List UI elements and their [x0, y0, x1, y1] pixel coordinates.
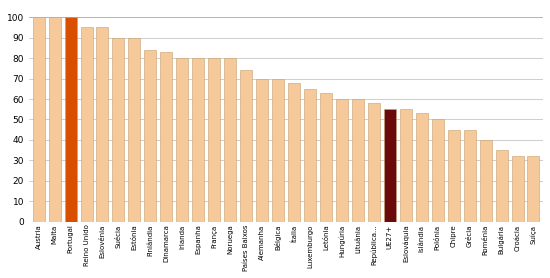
- Bar: [527, 156, 540, 222]
- Bar: [400, 109, 412, 222]
- Bar: [336, 99, 348, 222]
- Bar: [480, 140, 492, 222]
- Bar: [128, 38, 140, 222]
- Bar: [32, 17, 45, 222]
- Bar: [368, 103, 380, 222]
- Bar: [112, 38, 124, 222]
- Bar: [256, 79, 268, 222]
- Bar: [208, 58, 220, 222]
- Bar: [304, 89, 316, 222]
- Bar: [320, 93, 332, 222]
- Bar: [416, 113, 428, 222]
- Bar: [240, 70, 252, 222]
- Bar: [161, 52, 172, 222]
- Bar: [464, 130, 476, 222]
- Bar: [48, 17, 60, 222]
- Bar: [288, 83, 300, 222]
- Bar: [64, 17, 76, 222]
- Bar: [352, 99, 364, 222]
- Bar: [432, 120, 444, 222]
- Bar: [80, 28, 92, 222]
- Bar: [496, 150, 508, 222]
- Bar: [177, 58, 188, 222]
- Bar: [448, 130, 460, 222]
- Bar: [224, 58, 236, 222]
- Bar: [272, 79, 284, 222]
- Bar: [384, 109, 396, 222]
- Bar: [512, 156, 524, 222]
- Bar: [145, 50, 156, 222]
- Bar: [96, 28, 108, 222]
- Bar: [192, 58, 204, 222]
